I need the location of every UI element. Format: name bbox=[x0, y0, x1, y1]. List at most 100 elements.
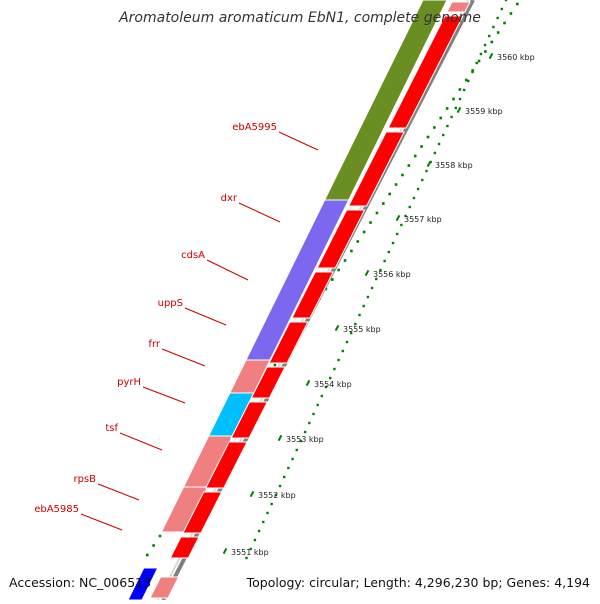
scale-dot bbox=[274, 493, 278, 497]
scale-dot bbox=[379, 268, 382, 272]
scale-dot bbox=[249, 547, 252, 551]
tick-dot bbox=[509, 12, 513, 15]
scale-dot bbox=[458, 97, 462, 101]
scale-dot bbox=[462, 88, 466, 92]
scale-dot bbox=[425, 169, 428, 173]
scale-dot bbox=[467, 79, 470, 83]
cds-arrow bbox=[347, 131, 405, 207]
scale-dot bbox=[324, 385, 328, 389]
tick-dot bbox=[420, 145, 423, 148]
scale-dot bbox=[437, 142, 441, 146]
gene-label: ebA5985 bbox=[34, 504, 79, 515]
tick-dot bbox=[388, 192, 391, 196]
scale-dot bbox=[496, 16, 499, 20]
gene-leader-line bbox=[161, 348, 206, 367]
scale-label: 3560 kbp bbox=[497, 53, 535, 62]
gene-leader-line bbox=[278, 131, 319, 151]
gene-label: dxr bbox=[221, 193, 238, 204]
genome-summary-text: Topology: circular; Length: 4,296,230 bp… bbox=[246, 575, 590, 590]
tick-dot bbox=[273, 363, 277, 367]
scale-dot bbox=[387, 250, 391, 254]
scale-dot bbox=[270, 502, 273, 506]
gene-leader-line bbox=[206, 259, 249, 281]
scale-dot bbox=[358, 313, 361, 317]
scale-dot bbox=[303, 430, 307, 434]
scale-tick bbox=[305, 379, 311, 387]
scale-dot bbox=[245, 556, 248, 560]
scale-dot bbox=[316, 403, 319, 407]
scale-tick bbox=[426, 160, 432, 168]
tick-dot bbox=[464, 78, 468, 82]
cds-arrow bbox=[204, 441, 248, 489]
scale-label: 3551 kbp bbox=[231, 548, 269, 557]
gene-label: rpsB bbox=[73, 474, 96, 485]
scale-dot bbox=[362, 304, 365, 308]
scale-tick bbox=[222, 547, 228, 555]
cds-arrow bbox=[230, 401, 269, 439]
tick-dot bbox=[433, 126, 436, 129]
scale-dot bbox=[395, 232, 399, 236]
tick-dot bbox=[516, 2, 519, 6]
tick-dot bbox=[426, 135, 430, 139]
gene-track bbox=[127, 0, 471, 601]
gene-leader-line bbox=[184, 307, 227, 326]
scale-dot bbox=[337, 358, 340, 362]
tick-dot bbox=[407, 164, 411, 167]
scale-dot bbox=[400, 223, 403, 227]
scale-dot bbox=[278, 484, 282, 488]
scale-label: 3555 kbp bbox=[343, 325, 381, 334]
gene-leader-line bbox=[119, 432, 163, 451]
scale-dot bbox=[442, 133, 445, 137]
gene-label: pyrH bbox=[117, 377, 141, 388]
gene-label: ebA5995 bbox=[232, 122, 277, 133]
scale-dot bbox=[479, 52, 483, 56]
scale-dot bbox=[366, 295, 370, 299]
scale-dot bbox=[454, 106, 457, 110]
gene-label: cdsA bbox=[181, 250, 205, 261]
tick-dot bbox=[343, 259, 347, 262]
scale-tick bbox=[488, 52, 494, 60]
scale-dot bbox=[421, 178, 424, 182]
scale-label: 3554 kbp bbox=[314, 380, 352, 389]
scale-dot bbox=[475, 61, 478, 65]
scale-dot bbox=[416, 187, 420, 191]
tick-dot bbox=[356, 240, 360, 243]
cds-arrow bbox=[387, 15, 464, 129]
scale-dot bbox=[262, 520, 265, 524]
scale-dot bbox=[308, 421, 311, 425]
inner-tick-track bbox=[245, 0, 508, 560]
scale-dot bbox=[345, 340, 349, 344]
scale-dot bbox=[287, 466, 290, 470]
scale-dot bbox=[404, 214, 407, 218]
scale-dot bbox=[492, 25, 495, 29]
scale-dot bbox=[391, 241, 395, 245]
tick-dot bbox=[401, 173, 404, 177]
scale-dot bbox=[299, 439, 303, 443]
gene-leader-line bbox=[238, 202, 281, 223]
tick-dot bbox=[375, 211, 379, 215]
scale-dot bbox=[329, 376, 332, 380]
scale-dot bbox=[446, 124, 449, 128]
scale-tick bbox=[395, 214, 401, 222]
tick-dot bbox=[369, 221, 372, 224]
tick-dot bbox=[445, 107, 449, 110]
cds-arrow bbox=[250, 366, 286, 399]
scale-dot bbox=[504, 0, 508, 2]
tick-dot bbox=[439, 116, 443, 120]
scale-label: 3558 kbp bbox=[435, 161, 473, 170]
cds-arrow bbox=[169, 536, 200, 559]
scale-dot bbox=[433, 151, 437, 155]
scale-dot bbox=[257, 529, 261, 533]
scale-tick bbox=[364, 269, 370, 277]
cds-arrow bbox=[291, 271, 335, 319]
tick-dot bbox=[158, 534, 162, 538]
scale-label: 3557 kbp bbox=[404, 215, 442, 224]
tick-dot bbox=[413, 154, 417, 158]
scale-dot bbox=[282, 475, 286, 479]
scale-dot bbox=[320, 394, 324, 398]
scale-label: 3556 kbp bbox=[373, 270, 411, 279]
scale-labels: 3560 kbp 3559 kbp 3558 kbp 3557 kbp 3556 kbp… bbox=[222, 52, 535, 557]
scale-dot bbox=[291, 457, 294, 461]
